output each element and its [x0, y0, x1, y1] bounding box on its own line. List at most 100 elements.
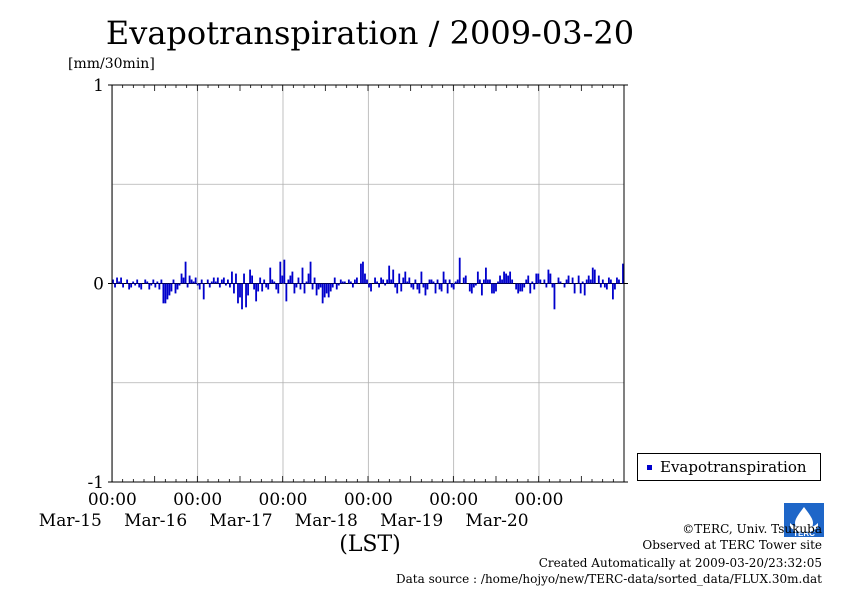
bar: [499, 275, 501, 284]
credit-created: Created Automatically at 2009-03-20/23:3…: [538, 556, 822, 570]
bar: [448, 279, 451, 284]
bar: [156, 281, 159, 284]
bar: [416, 283, 419, 290]
bar: [519, 283, 522, 292]
axis-ticks: 00:00Mar-1500:00Mar-1600:00Mar-1700:00Ma…: [39, 76, 628, 531]
bar: [446, 283, 449, 294]
legend: Evapotranspiration: [637, 453, 821, 481]
x-tick-time: 00:00: [88, 490, 137, 510]
x-tick-date: Mar-19: [380, 511, 443, 531]
bar: [404, 271, 407, 284]
bar: [527, 275, 530, 284]
bar: [378, 283, 380, 288]
bar: [587, 275, 590, 284]
bar: [614, 283, 616, 290]
bar: [581, 281, 584, 284]
bar: [452, 283, 455, 290]
bar: [331, 283, 334, 288]
bar: [285, 283, 288, 302]
bar: [239, 283, 241, 298]
bar: [533, 283, 536, 290]
bar: [224, 283, 227, 286]
bar: [273, 281, 276, 284]
bar: [194, 277, 197, 284]
bar: [116, 277, 118, 284]
bar: [226, 279, 229, 284]
bar: [114, 283, 116, 288]
bar: [231, 271, 233, 284]
bar: [136, 279, 139, 284]
bar: [406, 281, 409, 284]
bar: [243, 273, 245, 284]
bar: [335, 283, 338, 290]
bar: [216, 277, 219, 284]
bar: [603, 283, 606, 288]
bar: [609, 279, 612, 284]
bar: [126, 279, 129, 284]
chart-title: Evapotranspiration / 2009-03-20: [105, 14, 635, 52]
bar: [267, 283, 270, 290]
bar: [478, 279, 481, 284]
bar: [343, 281, 346, 284]
bar: [122, 283, 124, 288]
bar: [612, 283, 614, 300]
bar: [200, 279, 203, 284]
bar: [487, 279, 489, 284]
bar: [158, 283, 161, 290]
bar: [351, 283, 354, 288]
bar: [196, 283, 199, 286]
bar: [388, 265, 391, 284]
bar: [618, 279, 620, 284]
bar: [400, 283, 403, 292]
bar: [249, 269, 251, 284]
bar: [567, 275, 570, 284]
bar: [480, 283, 483, 296]
bar: [130, 283, 133, 288]
y-tick-label: 1: [93, 76, 104, 96]
bar: [275, 283, 278, 290]
x-tick-time: 00:00: [344, 490, 393, 510]
bar: [523, 283, 526, 288]
bar: [565, 279, 568, 284]
bar: [434, 283, 437, 294]
bar: [573, 283, 576, 294]
bar: [364, 273, 366, 284]
bar: [180, 273, 183, 284]
bar: [339, 279, 342, 284]
bar: [210, 281, 213, 284]
x-tick-date: Mar-15: [39, 511, 102, 531]
bar: [501, 279, 503, 284]
bar: [579, 283, 582, 294]
bar: [370, 283, 372, 292]
bar: [503, 271, 505, 284]
bar: [253, 283, 256, 290]
bar: [559, 281, 562, 284]
y-tick-label: 0: [93, 275, 104, 295]
bar: [138, 283, 141, 288]
bar: [327, 283, 330, 298]
bar: [412, 283, 415, 290]
bar: [162, 283, 165, 304]
bar: [261, 283, 264, 292]
bar: [549, 273, 552, 284]
x-tick-time: 00:00: [173, 490, 222, 510]
bar: [376, 281, 378, 284]
bar: [301, 267, 304, 284]
bar: [132, 281, 135, 284]
bar: [360, 263, 362, 284]
bar: [476, 271, 479, 284]
bar: [146, 281, 149, 284]
bar: [168, 283, 171, 296]
bar: [547, 269, 550, 284]
bar: [426, 283, 429, 290]
bar: [356, 277, 358, 284]
bar: [259, 277, 262, 284]
bar: [295, 283, 298, 288]
bar: [521, 283, 524, 292]
bar: [198, 283, 201, 290]
bar: [120, 277, 122, 284]
bar: [458, 257, 461, 284]
bar: [176, 283, 179, 290]
bar: [444, 279, 447, 284]
bar: [148, 283, 151, 290]
